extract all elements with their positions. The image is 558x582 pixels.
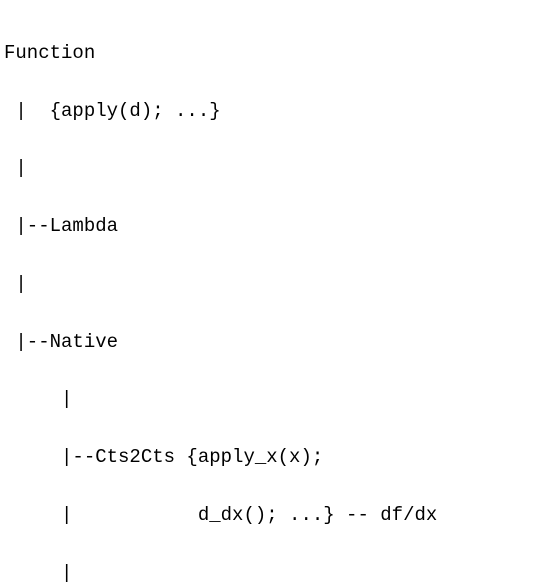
code-line: | {apply(d); ...}: [4, 97, 558, 126]
code-line: Function: [4, 39, 558, 68]
code-line: |: [4, 270, 558, 299]
code-line: |--Lambda: [4, 212, 558, 241]
code-line: |: [4, 385, 558, 414]
code-line: | d_dx(); ...} -- df/dx: [4, 501, 558, 530]
class-hierarchy-tree: Function | {apply(d); ...} | |--Lambda |…: [0, 0, 558, 582]
code-line: |: [4, 154, 558, 183]
code-line: |: [4, 559, 558, 582]
code-line: |--Cts2Cts {apply_x(x);: [4, 443, 558, 472]
code-line: |--Native: [4, 328, 558, 357]
